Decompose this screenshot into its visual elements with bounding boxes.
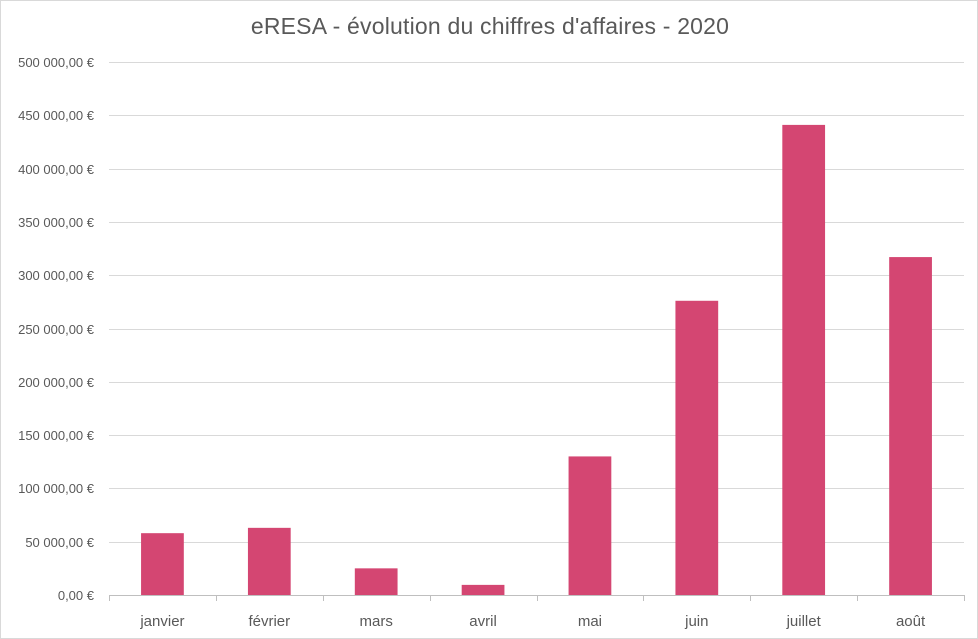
y-tick-label: 250 000,00 €: [18, 322, 95, 337]
y-tick-label: 350 000,00 €: [18, 215, 95, 230]
x-tick-label: juillet: [786, 613, 822, 630]
y-tick-label: 0,00 €: [58, 588, 95, 603]
x-tick-label: mai: [578, 613, 602, 630]
y-tick-label: 450 000,00 €: [18, 108, 95, 123]
y-tick-label: 500 000,00 €: [18, 55, 95, 70]
y-tick-label: 150 000,00 €: [18, 428, 95, 443]
y-tick-label: 100 000,00 €: [18, 481, 95, 496]
chart-title: eRESA - évolution du chiffres d'affaires…: [250, 13, 730, 39]
bar-mai: [568, 456, 612, 595]
x-tick-label: août: [896, 613, 926, 630]
x-axis: [109, 595, 965, 601]
x-tick-label: juin: [684, 613, 708, 630]
bar-février: [247, 527, 291, 595]
bars: [141, 124, 932, 596]
x-axis-tick-labels: janvier février mars avril mai juin juillet aoû…: [139, 613, 926, 630]
y-tick-label: 50 000,00 €: [25, 535, 94, 550]
y-axis-tick-labels: 0,00 € 50 000,00 € 100 000,00 € 150 000,00 …: [18, 55, 95, 603]
y-tick-label: 300 000,00 €: [18, 268, 95, 283]
bar-juin: [675, 300, 719, 595]
bar-août: [889, 257, 932, 595]
y-tick-label: 400 000,00 €: [18, 162, 95, 177]
bar-mars: [354, 568, 398, 595]
y-tick-label: 200 000,00 €: [18, 375, 95, 390]
x-tick-label: avril: [469, 613, 497, 630]
x-tick-label: mars: [360, 613, 393, 630]
bar-janvier: [141, 533, 184, 595]
bar-juillet: [782, 124, 826, 596]
gridlines: [109, 62, 964, 543]
bar-avril: [461, 584, 505, 595]
x-tick-label: février: [248, 613, 290, 630]
x-tick-label: janvier: [139, 613, 184, 630]
